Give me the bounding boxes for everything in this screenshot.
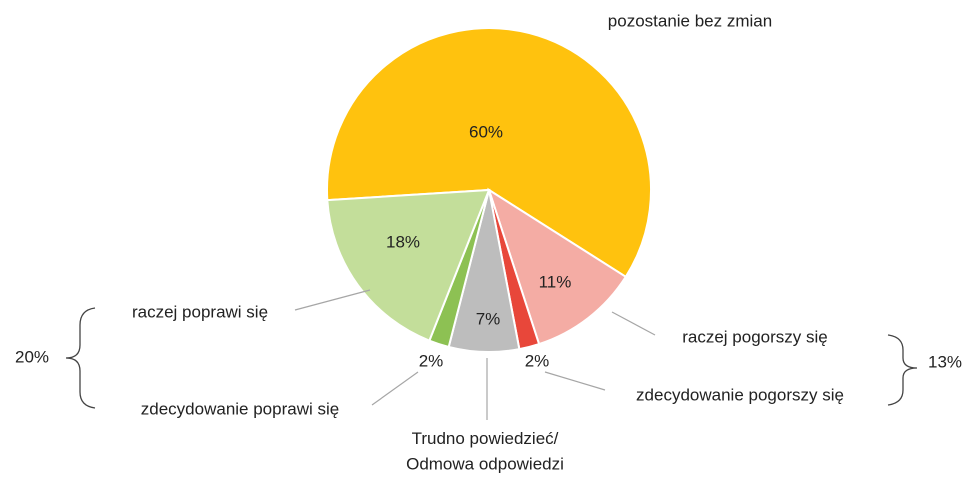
category-label: raczej pogorszy się: [682, 327, 828, 346]
value-label: 60%: [469, 122, 503, 141]
group-brace: [887, 334, 918, 406]
category-label: zdecydowanie pogorszy się: [636, 385, 844, 404]
pie-slice: [326, 188, 491, 342]
group-brace: [65, 307, 96, 409]
pie-slice: [487, 187, 628, 346]
group-label: 20%: [15, 347, 49, 366]
value-label: 18%: [386, 232, 420, 251]
category-label: pozostanie bez zmian: [608, 11, 772, 30]
leader-line: [544, 371, 606, 391]
leader-line: [371, 371, 419, 406]
value-label: 2%: [419, 351, 444, 370]
value-label: 2%: [525, 351, 550, 370]
leader-line: [294, 289, 371, 311]
group-label: 13%: [928, 352, 962, 371]
value-label: 7%: [476, 309, 501, 328]
category-label: zdecydowanie poprawi się: [141, 399, 339, 418]
pie-slice: [326, 27, 652, 279]
category-label: Trudno powiedzieć/Odmowa odpowiedzi: [406, 429, 564, 474]
value-label: 11%: [539, 272, 572, 291]
category-label: raczej poprawi się: [132, 302, 268, 321]
leader-line: [611, 311, 656, 336]
